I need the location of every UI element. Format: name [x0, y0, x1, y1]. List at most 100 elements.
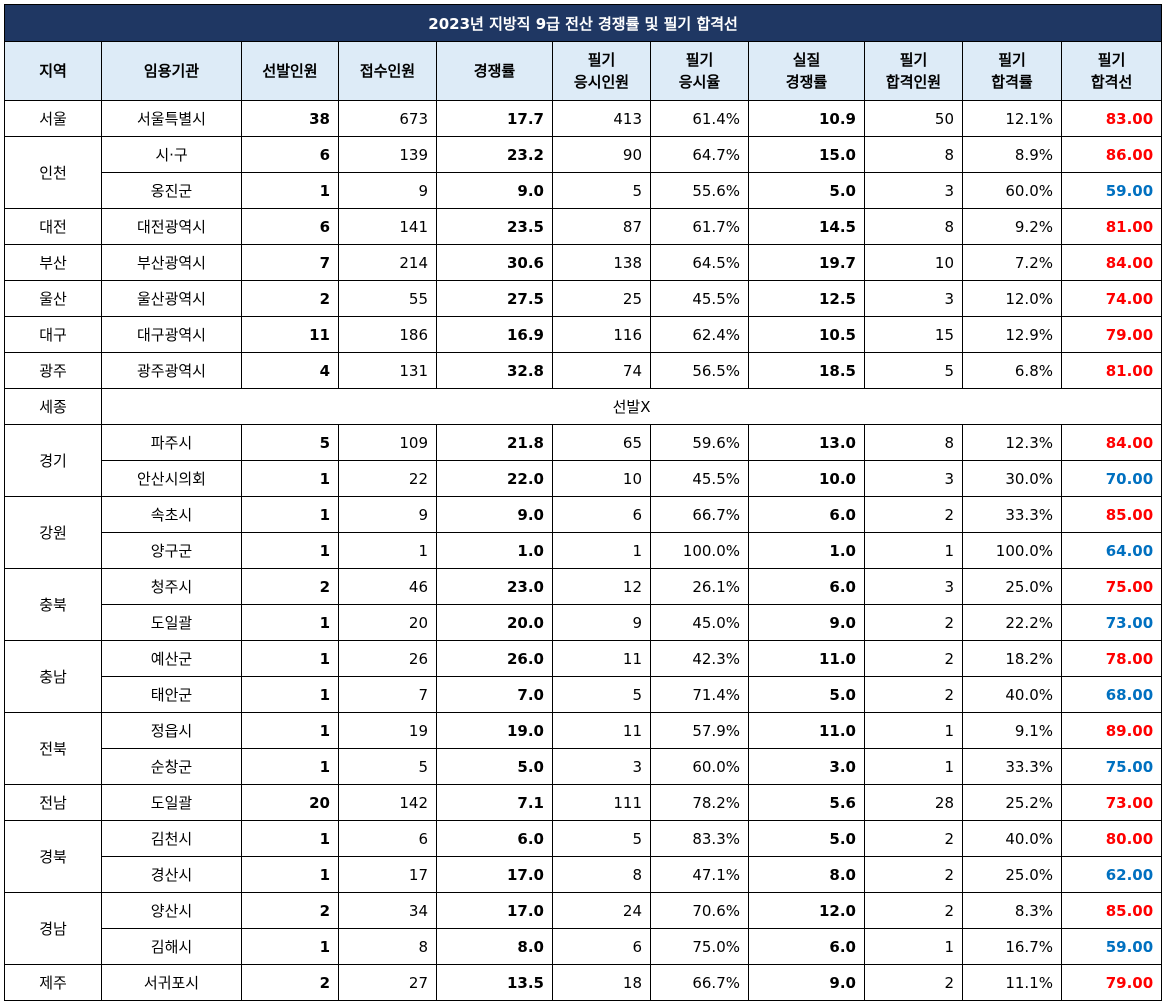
selected-cell: 2: [241, 280, 339, 317]
agency-cell: 서귀포시: [101, 964, 242, 1001]
table-row: 도일괄 1 20 20.0 9 45.0% 9.0 2 22.2% 73.00: [5, 604, 1163, 641]
real-ratio-cell: 12.0: [748, 892, 865, 929]
pass-rate-cell: 60.0%: [962, 172, 1062, 209]
agency-cell: 대전광역시: [101, 208, 242, 245]
pass-rate-cell: 33.3%: [962, 496, 1062, 533]
pass-rate-cell: 25.2%: [962, 784, 1062, 821]
agency-cell: 순창군: [101, 748, 242, 785]
ratio-cell: 7.1: [436, 784, 553, 821]
real-ratio-cell: 3.0: [748, 748, 865, 785]
column-header: 선발인원: [241, 41, 339, 101]
applied-cell: 26: [338, 640, 437, 677]
column-header-text: 필기: [899, 51, 928, 69]
takers-cell: 9: [552, 604, 651, 641]
applied-cell: 46: [338, 568, 437, 605]
cutoff-cell: 85.00: [1060, 892, 1163, 929]
take-rate-cell: 45.5%: [650, 280, 749, 317]
table-row: 강원 속초시 1 9 9.0 6 66.7% 6.0 2 33.3% 85.00: [4, 496, 1163, 569]
region-cell: 광주: [4, 352, 102, 389]
selected-cell: 6: [241, 208, 339, 245]
table-row: 경산시 1 17 17.0 8 47.1% 8.0 2 25.0% 62.00: [5, 856, 1163, 893]
cutoff-cell: 84.00: [1060, 424, 1163, 461]
selected-cell: 1: [241, 712, 339, 749]
region-cell: 강원: [4, 496, 102, 569]
column-header-text: 필기: [998, 51, 1026, 69]
agency-cell: 태안군: [101, 676, 242, 713]
take-rate-cell: 26.1%: [650, 568, 749, 605]
table-row: 대구 대구광역시 11 186 16.9 116 62.4% 10.5 15 12.9% 79.00: [4, 316, 1163, 353]
ratio-cell: 27.5: [436, 280, 553, 317]
table-row: 충남 예산군 1 26 26.0 11 42.3% 11.0 2 18.2% 78.00: [4, 640, 1163, 713]
cutoff-cell: 73.00: [1060, 604, 1163, 641]
selected-cell: 1: [241, 460, 339, 497]
take-rate-cell: 45.5%: [650, 460, 749, 497]
passed-cell: 3: [864, 460, 963, 497]
column-header-text: 합격인원: [885, 73, 942, 91]
ratio-cell: 21.8: [436, 424, 553, 461]
takers-cell: 111: [552, 784, 651, 821]
real-ratio-cell: 5.6: [748, 784, 865, 821]
real-ratio-cell: 14.5: [748, 208, 865, 245]
takers-cell: 5: [552, 172, 651, 209]
take-rate-cell: 66.7%: [650, 964, 749, 1001]
table-row: 서울 서울특별시 38 673 17.7 413 61.4% 10.9 50 12.1% 83.00: [4, 100, 1163, 137]
cutoff-cell: 73.00: [1060, 784, 1163, 821]
agency-cell: 예산군: [101, 640, 242, 677]
cutoff-cell: 75.00: [1060, 568, 1163, 605]
real-ratio-cell: 6.0: [748, 568, 865, 605]
pass-rate-cell: 8.3%: [962, 892, 1062, 929]
column-header-text: 합격선: [1090, 73, 1133, 91]
passed-cell: 3: [864, 280, 963, 317]
table-title: 2023년 지방직 9급 전산 경쟁률 및 필기 합격선: [3, 4, 1163, 42]
selected-cell: 2: [241, 568, 339, 605]
region-cell: 전남: [4, 784, 102, 821]
ratio-cell: 23.5: [436, 208, 553, 245]
column-header: 필기 응시인원: [552, 41, 651, 101]
applied-cell: 9: [338, 496, 437, 533]
applied-cell: 142: [338, 784, 437, 821]
take-rate-cell: 64.7%: [650, 136, 749, 173]
pass-rate-cell: 9.1%: [962, 712, 1062, 749]
applied-cell: 55: [338, 280, 437, 317]
ratio-cell: 5.0: [436, 748, 553, 785]
passed-cell: 28: [864, 784, 963, 821]
applied-cell: 186: [338, 316, 437, 353]
table-row: 태안군 1 7 7.0 5 71.4% 5.0 2 40.0% 68.00: [5, 676, 1163, 713]
real-ratio-cell: 13.0: [748, 424, 865, 461]
selected-cell: 1: [241, 856, 339, 893]
table-row: 제주 서귀포시 2 27 13.5 18 66.7% 9.0 2 11.1% 79.00: [4, 964, 1163, 1001]
ratio-cell: 19.0: [436, 712, 553, 749]
table-row: 전북 정읍시 1 19 19.0 11 57.9% 11.0 1 9.1% 89.00: [4, 712, 1163, 785]
selected-cell: 11: [241, 316, 339, 353]
real-ratio-cell: 1.0: [748, 532, 865, 569]
column-header: 지역: [4, 41, 102, 101]
passed-cell: 1: [864, 712, 963, 749]
column-header: 경쟁률: [436, 41, 553, 101]
pass-rate-cell: 12.3%: [962, 424, 1062, 461]
take-rate-cell: 75.0%: [650, 928, 749, 965]
agency-cell: 시·구: [101, 136, 242, 173]
selected-cell: 2: [241, 892, 339, 929]
passed-cell: 2: [864, 964, 963, 1001]
table-row: 양구군 1 1 1.0 1 100.0% 1.0 1 100.0% 64.00: [5, 532, 1163, 569]
takers-cell: 12: [552, 568, 651, 605]
agency-cell: 정읍시: [101, 712, 242, 749]
region-cell: 경북: [4, 820, 102, 893]
ratio-cell: 13.5: [436, 964, 553, 1001]
agency-cell: 속초시: [101, 496, 242, 533]
ratio-cell: 20.0: [436, 604, 553, 641]
take-rate-cell: 61.7%: [650, 208, 749, 245]
cutoff-cell: 70.00: [1060, 460, 1163, 497]
column-header-text: 지역: [39, 62, 67, 80]
cutoff-cell: 59.00: [1060, 172, 1163, 209]
take-rate-cell: 42.3%: [650, 640, 749, 677]
applied-cell: 22: [338, 460, 437, 497]
column-header-text: 실질: [792, 51, 821, 69]
region-cell: 경기: [4, 424, 102, 497]
table-row: 충북 청주시 2 46 23.0 12 26.1% 6.0 3 25.0% 75.00: [4, 568, 1163, 641]
pass-rate-cell: 40.0%: [962, 676, 1062, 713]
table-row: 전남 도일괄 20 142 7.1 111 78.2% 5.6 28 25.2% 73.00: [4, 784, 1163, 821]
selected-cell: 1: [241, 640, 339, 677]
take-rate-cell: 100.0%: [650, 532, 749, 569]
table-row: 경남 양산시 2 34 17.0 24 70.6% 12.0 2 8.3% 85.00: [4, 892, 1163, 965]
